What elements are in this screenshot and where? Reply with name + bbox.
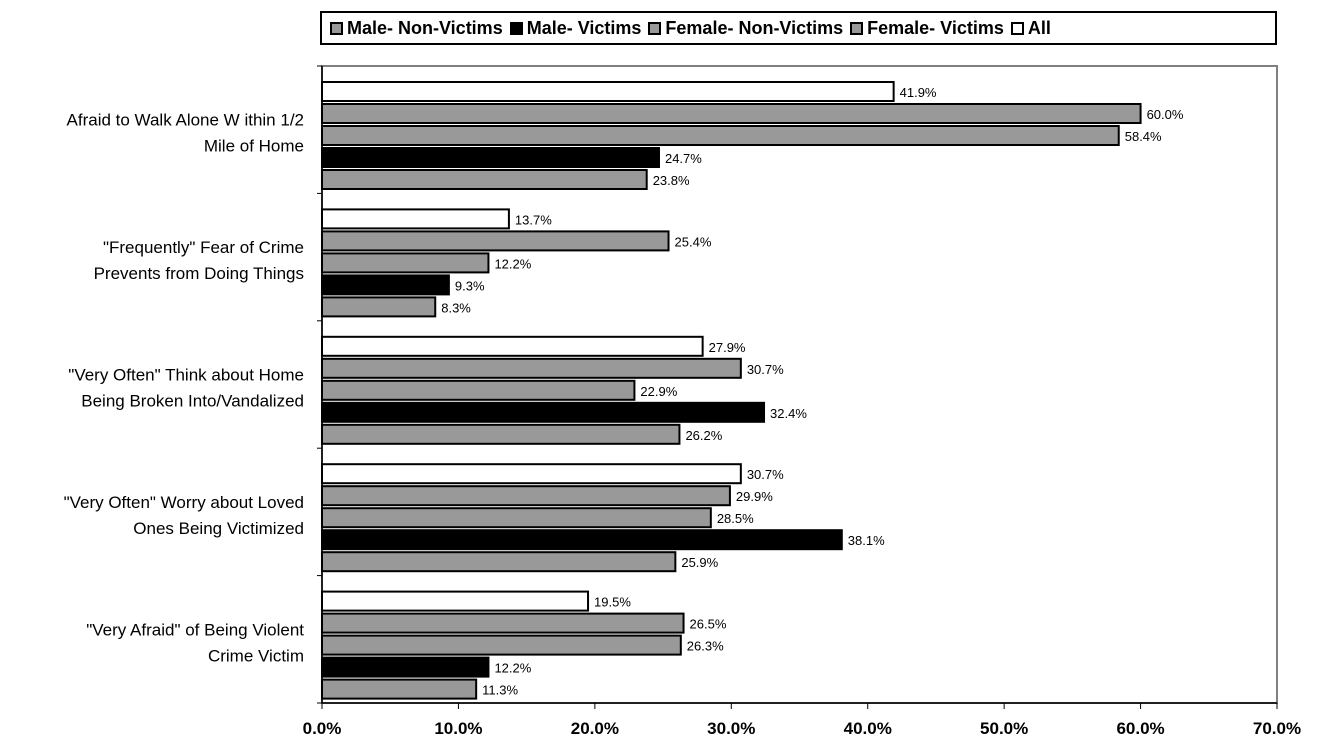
category-label: Mile of Home [204,137,304,156]
category-label: Prevents from Doing Things [94,264,304,283]
data-label: 25.4% [675,234,712,249]
bar [321,252,490,274]
data-label: 60.0% [1147,107,1184,122]
legend-swatch [850,21,864,35]
data-label: 8.3% [441,300,471,315]
x-tick-label: 10.0% [434,719,482,738]
bar [321,401,766,423]
data-label: 12.2% [494,661,531,676]
bar [321,634,682,656]
legend-item: Female- Victims [850,18,1004,39]
data-label: 58.4% [1125,129,1162,144]
category-label: Being Broken Into/Vandalized [81,392,304,411]
bar [321,147,660,168]
data-label: 9.3% [455,278,485,293]
bar [321,612,685,634]
data-label: 30.7% [747,467,784,482]
data-label: 28.5% [717,511,754,526]
data-label: 26.5% [690,617,727,632]
bar [321,507,712,529]
bar [321,169,648,190]
category-label: "Very Afraid" of Being Violent [86,620,304,639]
data-label: 29.9% [736,489,773,504]
category-label: Ones Being Victimized [133,519,304,538]
legend-swatch [1010,21,1024,35]
legend-label: Male- Victims [526,17,642,38]
legend-label: Male- Non-Victims [347,17,503,38]
bar [321,296,437,318]
data-label: 38.1% [848,533,885,548]
category-label: "Very Often" Worry about Loved [64,493,304,512]
x-tick-label: 0.0% [303,719,342,738]
chart-legend: Male- Non-Victims Male- Victims Female- No… [320,11,1277,45]
x-tick-label: 30.0% [707,719,755,738]
category-label: "Frequently" Fear of Crime [103,238,304,257]
bar [321,590,590,612]
data-label: 26.2% [685,428,722,443]
data-label: 19.5% [594,595,631,610]
bar [321,230,670,252]
data-label: 41.9% [900,85,937,100]
bar [321,423,681,445]
data-label: 25.9% [681,555,718,570]
bar [321,656,490,678]
bar [321,125,1120,146]
legend-label: Female- Victims [867,17,1004,38]
data-label: 24.7% [665,151,702,166]
data-label: 22.9% [640,384,677,399]
legend-item: Male- Victims [509,17,642,39]
legend-item: Male- Non-Victims [330,18,503,39]
x-tick-label: 50.0% [980,719,1028,738]
x-tick-label: 60.0% [1116,719,1164,738]
data-label: 13.7% [515,212,552,227]
data-label: 11.3% [482,683,518,698]
bar [321,485,731,507]
data-label: 27.9% [709,340,746,355]
legend-swatch [330,21,343,35]
bar [321,208,510,230]
bar [321,81,895,102]
legend-swatch [648,21,662,35]
legend-item: Female- Non-Victims [648,18,843,39]
x-tick-label: 70.0% [1253,719,1301,738]
category-label: Crime Victim [208,646,304,665]
data-label: 26.3% [687,639,724,654]
bar [321,463,742,485]
data-label: 30.7% [747,362,784,377]
x-tick-label: 20.0% [571,719,619,738]
category-label: "Very Often" Think about Home [68,366,304,385]
legend-label: All [1027,17,1051,38]
legend-label: Female- Non-Victims [665,17,844,38]
legend-item: All [1010,17,1051,39]
bar [321,678,478,700]
bar [321,357,742,379]
bar [321,551,677,573]
data-label: 12.2% [494,256,531,271]
bar [321,529,843,551]
data-label: 23.8% [653,173,690,188]
bar [321,379,636,401]
category-label: Afraid to Walk Alone W ithin 1/2 [67,111,304,130]
x-tick-label: 40.0% [844,719,892,738]
bar [321,274,450,296]
bar [321,335,704,357]
bar [321,103,1142,124]
data-label: 32.4% [770,406,807,421]
legend-swatch [509,21,523,35]
